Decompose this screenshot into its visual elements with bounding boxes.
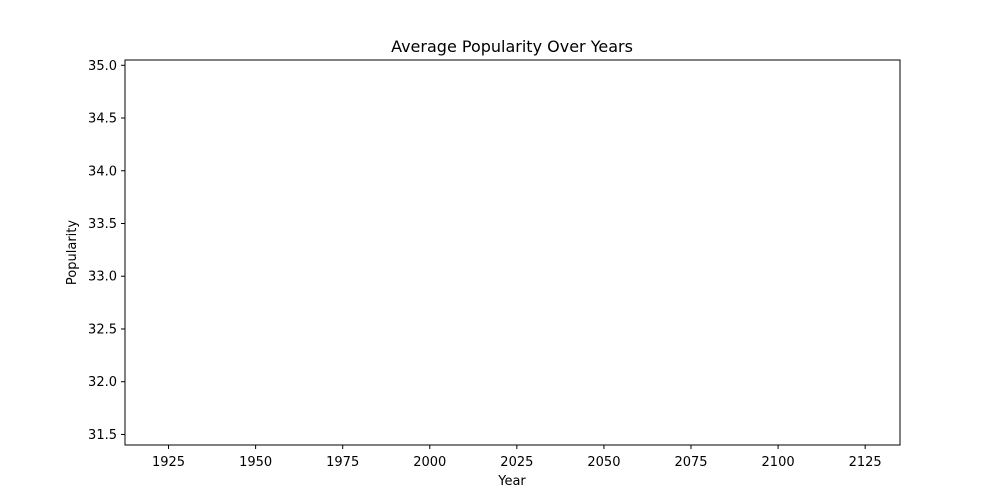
x-tick-label: 1975 [326, 455, 359, 470]
y-tick-label: 35.0 [88, 59, 117, 74]
x-tick-label: 1950 [239, 455, 272, 470]
plot-area [124, 59, 901, 446]
y-tick-label: 31.5 [88, 428, 117, 443]
y-tick-label: 33.0 [88, 270, 117, 285]
x-tick-label: 2075 [674, 455, 707, 470]
x-axis-label: Year [497, 474, 526, 489]
y-tick-label: 33.5 [88, 217, 117, 232]
x-tick-label: 1925 [152, 455, 185, 470]
y-tick-label: 34.5 [88, 112, 117, 127]
chart-title: Average Popularity Over Years [391, 37, 633, 56]
x-tick-label: 2025 [500, 455, 533, 470]
x-tick-label: 2050 [587, 455, 620, 470]
y-tick-label: 32.5 [88, 322, 117, 337]
y-axis: 31.5 32.0 32.5 33.0 33.5 34.0 34.5 35.0 [88, 59, 125, 443]
x-tick-label: 2000 [413, 455, 446, 470]
y-tick-label: 32.0 [88, 375, 117, 390]
y-axis-label: Popularity [65, 220, 80, 285]
x-tick-label: 2125 [849, 455, 882, 470]
x-tick-label: 2100 [762, 455, 795, 470]
y-tick-label: 34.0 [88, 164, 117, 179]
x-axis: 1925 1950 1975 2000 2025 2050 2075 2100 2125 [152, 445, 882, 470]
